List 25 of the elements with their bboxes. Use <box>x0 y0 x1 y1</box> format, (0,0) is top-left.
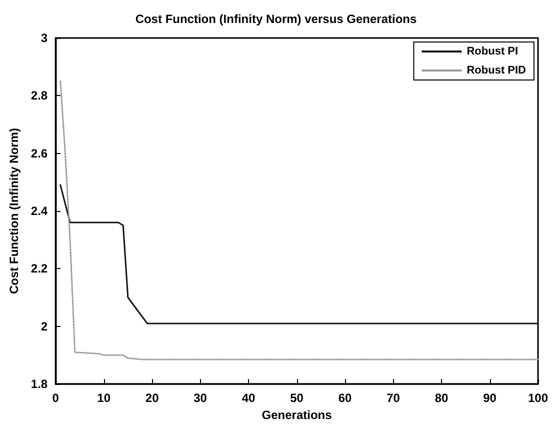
x-tick-label: 80 <box>434 391 449 405</box>
x-tick-label: 60 <box>338 391 352 405</box>
x-tick-label: 40 <box>242 391 256 405</box>
line-series <box>60 80 539 360</box>
x-tick-label: 30 <box>194 391 208 405</box>
y-tick-label: 2 <box>40 319 48 334</box>
y-axis-title: Cost Function (Infinity Norm) <box>7 128 21 294</box>
y-tick-label: 2.2 <box>30 262 48 276</box>
x-tick-label: 50 <box>290 391 304 405</box>
chart-title: Cost Function (Infinity Norm) versus Generations <box>135 12 417 26</box>
y-tick-label: 2.4 <box>30 204 48 218</box>
x-tick-label: 10 <box>97 391 111 405</box>
legend-label: Robust PID <box>466 64 526 76</box>
x-tick-label: 20 <box>145 391 160 405</box>
y-tick-label: 3 <box>40 31 48 45</box>
x-axis-title: Generations <box>262 408 332 422</box>
x-tick-label: 0 <box>52 391 60 405</box>
x-tick-label: 90 <box>483 391 497 405</box>
legend-label: Robust PI <box>466 46 518 58</box>
y-tick-label: 1.8 <box>30 377 48 391</box>
x-tick-label: 100 <box>528 391 548 405</box>
y-tick-label: 2.6 <box>30 146 48 160</box>
line-series <box>60 184 539 324</box>
x-tick-label: 70 <box>386 391 400 405</box>
y-tick-label: 2.8 <box>30 88 48 103</box>
